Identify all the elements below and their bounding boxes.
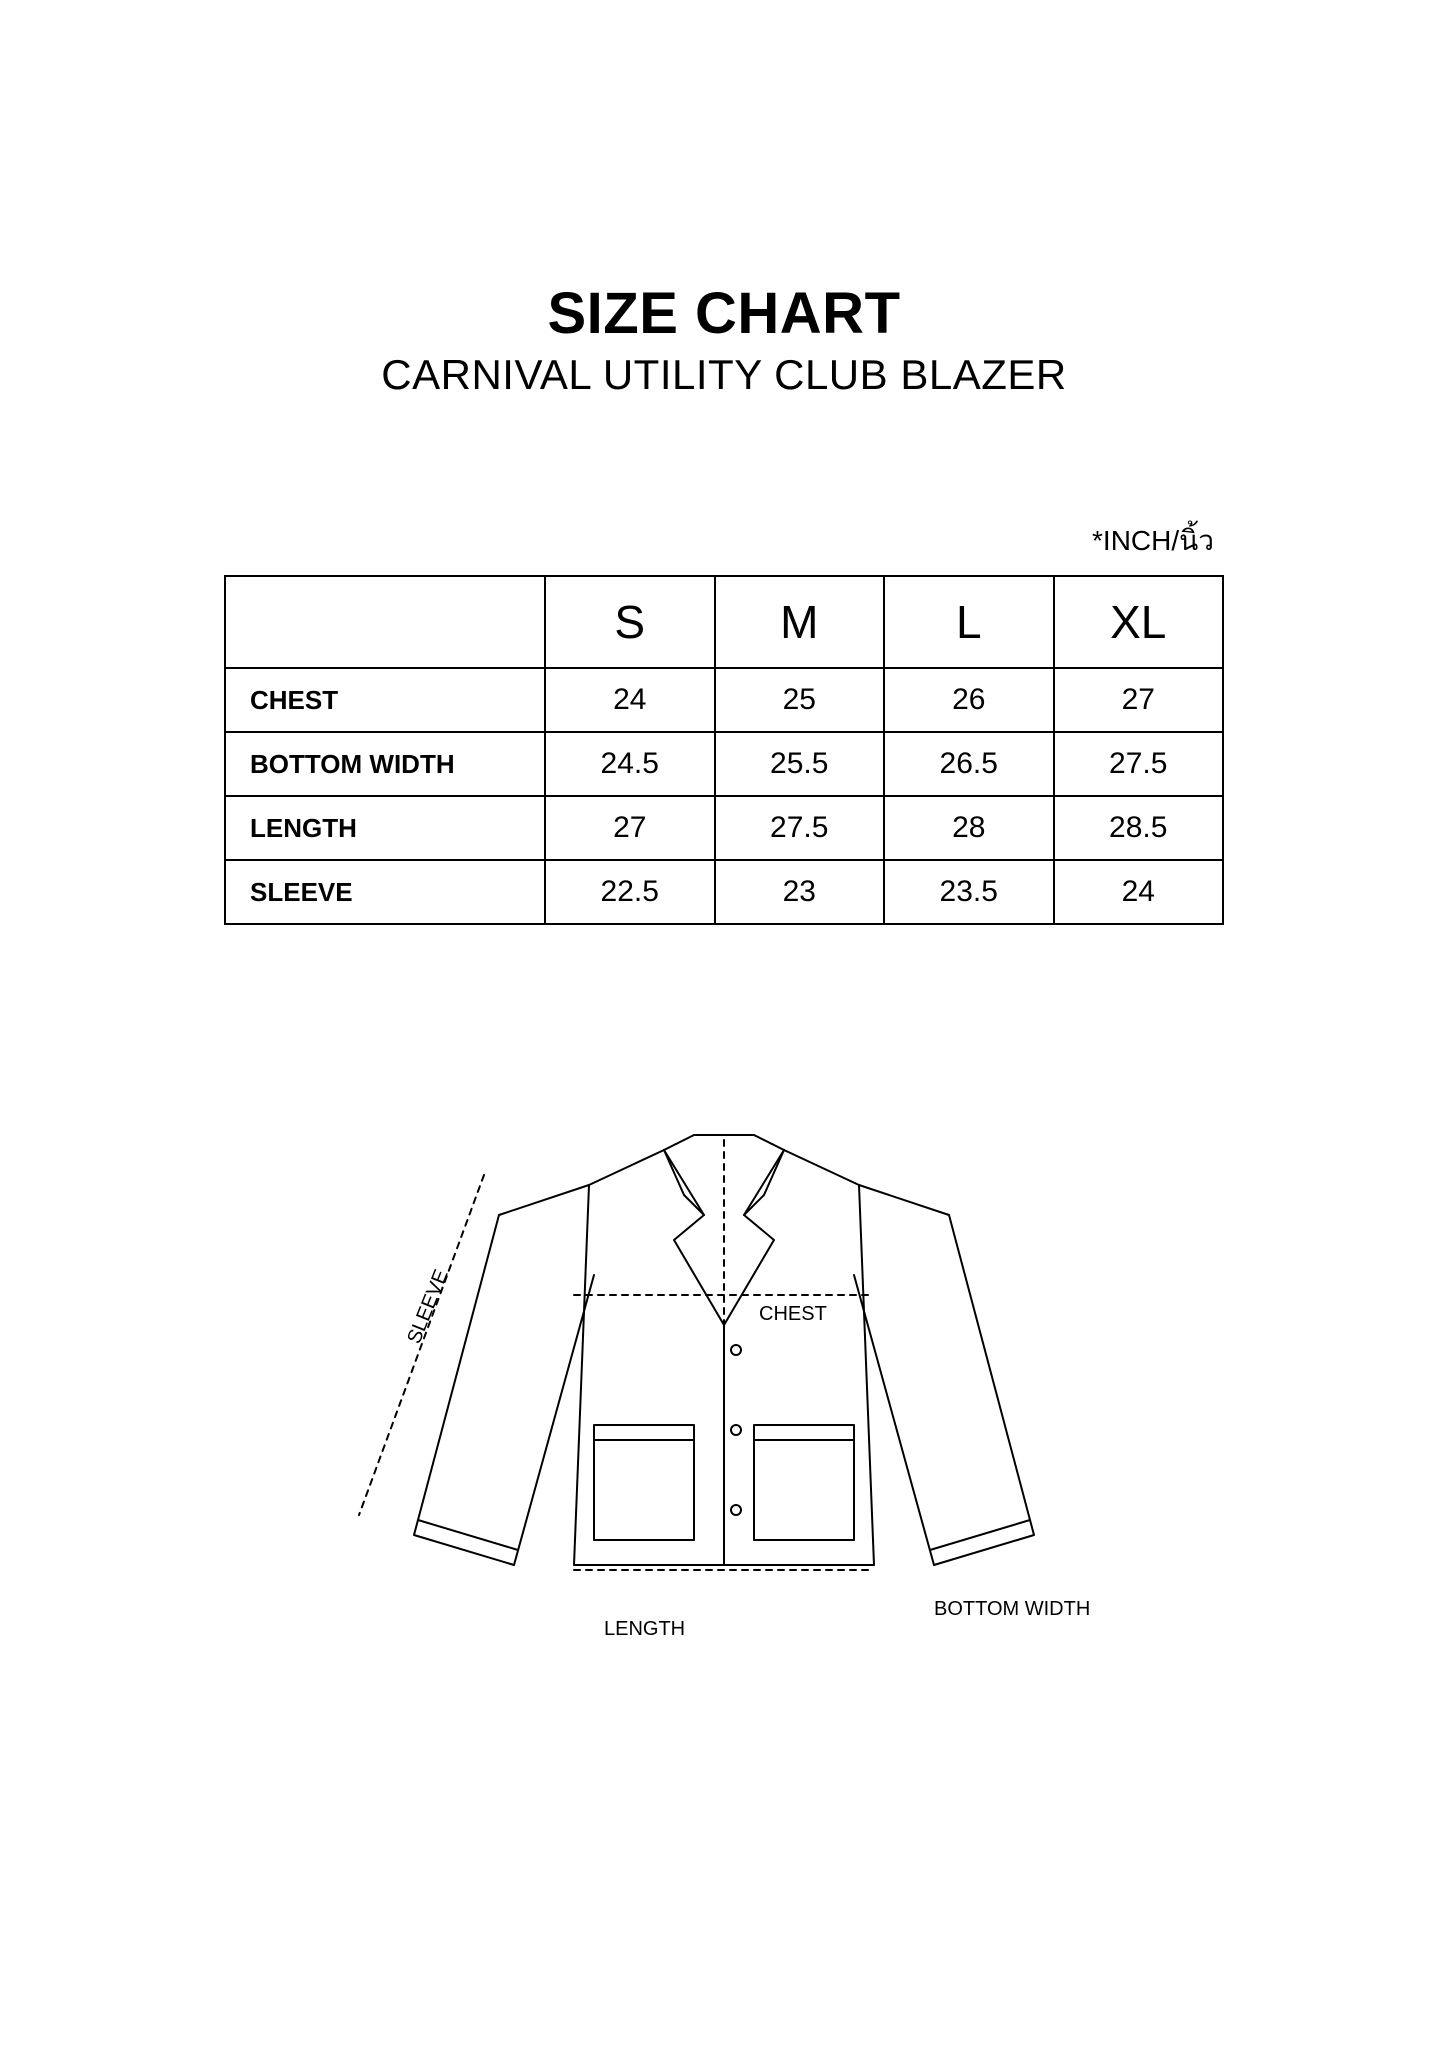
cell: 25 — [715, 668, 885, 732]
cell: 24 — [545, 668, 715, 732]
row-label: LENGTH — [225, 796, 545, 860]
chest-label: CHEST — [759, 1303, 827, 1325]
cell: 27 — [545, 796, 715, 860]
cell: 27 — [1054, 668, 1224, 732]
table-header-row: S M L XL — [225, 576, 1223, 668]
col-head-l: L — [884, 576, 1054, 668]
cell: 26.5 — [884, 732, 1054, 796]
cell: 23.5 — [884, 860, 1054, 924]
cell: 27.5 — [1054, 732, 1224, 796]
size-table: S M L XL CHEST 24 25 26 27 BOTTOM WIDTH … — [224, 575, 1224, 925]
row-label: SLEEVE — [225, 860, 545, 924]
row-label: CHEST — [225, 668, 545, 732]
bottom-width-label: BOTTOM WIDTH — [934, 1598, 1090, 1620]
cell: 27.5 — [715, 796, 885, 860]
table-corner — [225, 576, 545, 668]
table-row: SLEEVE 22.5 23 23.5 24 — [225, 860, 1223, 924]
cell: 25.5 — [715, 732, 885, 796]
blazer-svg: CHEST BOTTOM WIDTH LENGTH SLEEVE — [274, 1095, 1174, 1675]
page-subtitle: CARNIVAL UTILITY CLUB BLAZER — [381, 351, 1066, 399]
row-label: BOTTOM WIDTH — [225, 732, 545, 796]
page-title: SIZE CHART — [548, 280, 901, 347]
cell: 24 — [1054, 860, 1224, 924]
page: SIZE CHART CARNIVAL UTILITY CLUB BLAZER … — [0, 0, 1448, 1675]
table-row: BOTTOM WIDTH 24.5 25.5 26.5 27.5 — [225, 732, 1223, 796]
sleeve-label: SLEEVE — [403, 1266, 453, 1346]
cell: 24.5 — [545, 732, 715, 796]
length-label: LENGTH — [604, 1618, 685, 1640]
cell: 22.5 — [545, 860, 715, 924]
table-row: LENGTH 27 27.5 28 28.5 — [225, 796, 1223, 860]
cell: 23 — [715, 860, 885, 924]
cell: 26 — [884, 668, 1054, 732]
col-head-s: S — [545, 576, 715, 668]
blazer-diagram: CHEST BOTTOM WIDTH LENGTH SLEEVE — [274, 1095, 1174, 1675]
unit-label: *INCH/นิ้ว — [224, 519, 1224, 563]
cell: 28.5 — [1054, 796, 1224, 860]
col-head-xl: XL — [1054, 576, 1224, 668]
table-row: CHEST 24 25 26 27 — [225, 668, 1223, 732]
cell: 28 — [884, 796, 1054, 860]
col-head-m: M — [715, 576, 885, 668]
